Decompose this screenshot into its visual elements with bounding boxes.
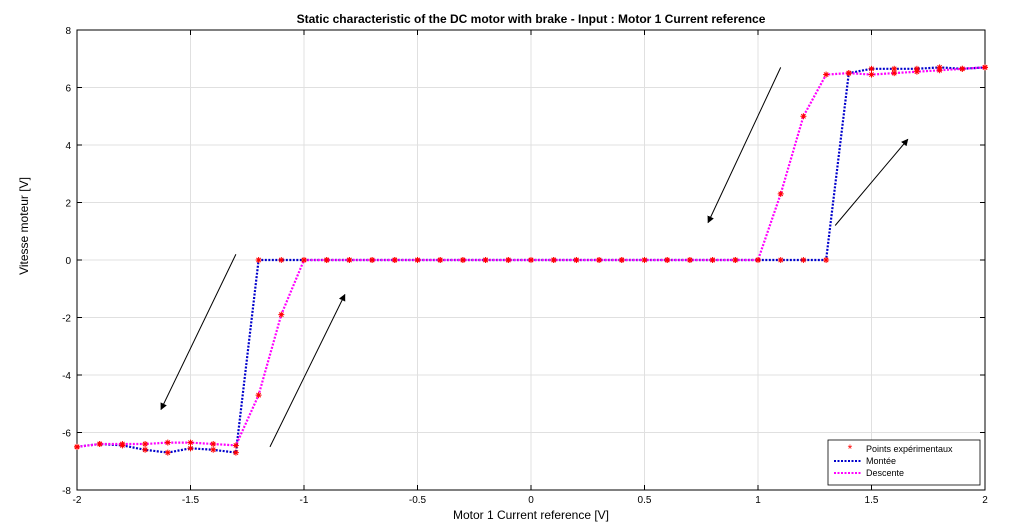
legend-box xyxy=(827,439,981,486)
x-axis-label: Motor 1 Current reference [V] xyxy=(453,508,609,522)
y-tick-label: -6 xyxy=(62,429,71,440)
x-axis: -2 -1.5 -1 -0.5 0 0.5 1 1.5 2 xyxy=(73,30,988,506)
data-point xyxy=(936,67,943,74)
data-point xyxy=(255,257,262,263)
data-point xyxy=(845,70,852,77)
data-point xyxy=(391,257,398,263)
data-point xyxy=(437,257,444,263)
legend: * Points expérimentaux Montée Descente xyxy=(827,439,981,486)
x-tick-label: -0.5 xyxy=(409,495,427,506)
data-point xyxy=(414,257,421,263)
legend-label-montee: Montée xyxy=(866,456,896,466)
legend-label-descente: Descente xyxy=(866,468,904,478)
data-point xyxy=(346,257,353,263)
data-point xyxy=(232,442,239,449)
data-point xyxy=(164,449,171,456)
y-tick-label: 4 xyxy=(65,141,71,152)
data-point xyxy=(709,257,716,263)
data-point xyxy=(777,190,784,197)
x-tick-label: -2 xyxy=(73,495,82,506)
data-point xyxy=(301,257,307,263)
annotation-arrow xyxy=(834,138,909,226)
data-point xyxy=(618,257,625,263)
x-tick-label: 1 xyxy=(755,495,761,506)
data-point xyxy=(505,257,512,263)
y-tick-label: -2 xyxy=(62,314,71,325)
y-axis: -8 -6 -4 -2 0 2 4 6 8 xyxy=(62,26,985,497)
series-layer xyxy=(74,64,988,456)
data-point xyxy=(686,257,693,263)
y-tick-label: 2 xyxy=(65,199,71,210)
annotation-arrow xyxy=(707,67,782,224)
data-point xyxy=(119,441,126,447)
data-point xyxy=(823,257,830,263)
data-point xyxy=(187,439,194,446)
series-line-descente xyxy=(76,66,986,448)
legend-label-points: Points expérimentaux xyxy=(866,444,953,454)
x-tick-label: 2 xyxy=(982,495,988,506)
data-point xyxy=(868,65,875,72)
x-tick-label: 0 xyxy=(528,495,534,506)
y-tick-label: 8 xyxy=(65,26,71,37)
data-point xyxy=(369,257,376,263)
data-point xyxy=(800,257,807,263)
data-point xyxy=(664,257,671,263)
annotation-arrow xyxy=(269,293,346,448)
data-point xyxy=(913,68,920,75)
data-point xyxy=(755,257,761,263)
annotation-layer xyxy=(160,67,909,448)
x-tick-label: 1.5 xyxy=(865,495,879,506)
data-point xyxy=(777,257,784,263)
data-point xyxy=(732,257,739,263)
data-point xyxy=(278,311,285,318)
data-point xyxy=(550,257,557,263)
x-tick-label: 0.5 xyxy=(638,495,652,506)
data-point xyxy=(596,257,603,263)
chart-title: Static characteristic of the DC motor wi… xyxy=(297,12,766,26)
y-axis-label: Vitesse moteur [V] xyxy=(17,177,31,275)
data-point xyxy=(255,392,262,399)
data-point xyxy=(96,441,103,447)
data-point xyxy=(210,441,217,447)
data-point xyxy=(323,257,330,263)
data-point xyxy=(528,257,534,263)
legend-marker-points: * xyxy=(848,442,853,456)
data-point xyxy=(891,70,898,77)
data-point xyxy=(278,257,285,263)
data-point xyxy=(800,113,807,120)
y-tick-label: 0 xyxy=(65,256,71,267)
data-point xyxy=(868,71,875,78)
y-tick-label: -4 xyxy=(62,371,71,382)
data-point xyxy=(74,443,80,450)
data-point xyxy=(482,257,489,263)
data-point xyxy=(641,257,648,263)
data-point xyxy=(823,71,830,78)
data-point xyxy=(232,449,239,456)
y-tick-label: -8 xyxy=(62,486,71,497)
data-point xyxy=(459,257,466,263)
data-point xyxy=(210,446,217,453)
y-tick-label: 6 xyxy=(65,84,71,95)
data-point xyxy=(164,439,171,446)
annotation-arrow xyxy=(160,254,237,411)
data-point xyxy=(573,257,580,263)
x-tick-label: -1 xyxy=(300,495,309,506)
x-tick-label: -1.5 xyxy=(182,495,200,506)
data-point xyxy=(142,446,149,453)
data-point xyxy=(982,64,988,71)
data-point xyxy=(142,441,149,447)
data-point xyxy=(187,445,194,452)
data-point xyxy=(959,65,966,72)
